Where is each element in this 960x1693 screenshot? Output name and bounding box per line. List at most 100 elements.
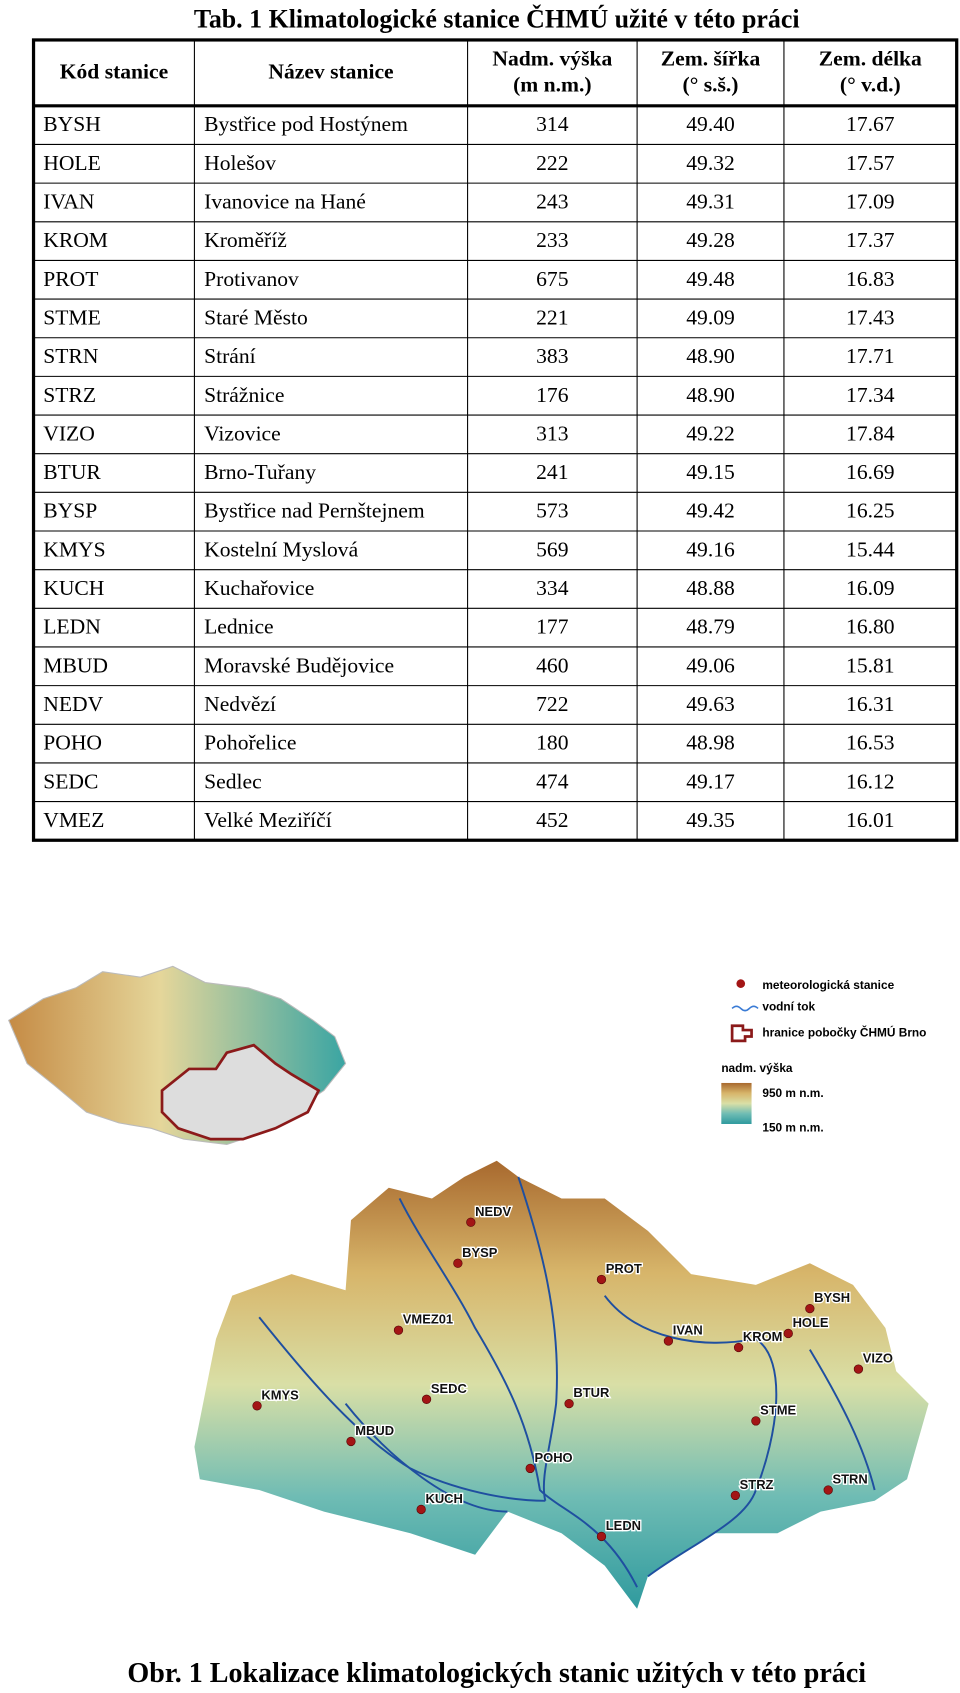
header-cell: Zem. délka (819, 46, 922, 70)
station-dot (466, 1217, 476, 1227)
table-cell: 314 (536, 112, 569, 136)
header-cell: Zem. šířka (661, 46, 761, 70)
station-dot (525, 1463, 535, 1474)
table-cell: 49.15 (686, 460, 735, 484)
table-cell: Vizovice (204, 421, 281, 445)
table-cell: 49.17 (686, 769, 735, 793)
table-cell: 49.09 (686, 305, 735, 329)
station-dot (346, 1436, 356, 1447)
table-cell: 48.88 (686, 576, 735, 600)
table-cell: KMYS (43, 537, 105, 561)
table-cell: 243 (536, 189, 568, 213)
table-cell: 177 (536, 615, 569, 639)
table-cell: 49.28 (686, 228, 735, 252)
brno-region-overview (160, 1043, 321, 1141)
table-cell: Moravské Budějovice (204, 653, 394, 677)
table-cell: Strání (204, 344, 256, 368)
header-cell: Název stanice (268, 59, 394, 83)
station-dot (421, 1394, 432, 1404)
legend-border-icon (730, 1024, 753, 1043)
station-dot (730, 1490, 740, 1501)
table-cell: 16.09 (846, 576, 895, 600)
table-cell: 49.40 (686, 112, 735, 136)
table-cell: 15.44 (846, 537, 895, 561)
station-label: HOLE (793, 1315, 829, 1330)
table-cell: 460 (536, 653, 568, 677)
table-cell: Velké Meziříčí (204, 808, 332, 832)
table-cell: 17.37 (846, 228, 895, 252)
table-cell: 16.83 (846, 267, 895, 291)
station-label: BYSP (462, 1245, 498, 1260)
table-cell: STME (43, 305, 101, 329)
table-cell: 16.53 (846, 731, 895, 755)
table-cell: Kuchařovice (204, 576, 314, 600)
legend-label: hranice pobočky ČHMÚ Brno (762, 1024, 926, 1039)
table-cell: 17.09 (846, 189, 895, 213)
legend-gradient (721, 1082, 752, 1124)
station-label: IVAN (673, 1323, 703, 1338)
legend-label: 150 m n.m. (762, 1120, 823, 1134)
table-cell: 17.71 (846, 344, 895, 368)
table-cell: POHO (43, 731, 102, 755)
station-dot (596, 1274, 607, 1285)
station-label: KROM (743, 1329, 783, 1344)
table-cell: 17.43 (846, 305, 895, 329)
legend-label: 950 m n.m. (762, 1086, 823, 1100)
legend-label: vodní tok (762, 1000, 815, 1014)
station-label: POHO (535, 1450, 573, 1465)
table-cell: Protivanov (204, 267, 299, 291)
table-cell: 17.34 (846, 383, 895, 407)
table-cell: HOLE (43, 151, 101, 175)
table-cell: 180 (536, 731, 568, 755)
legend-label: meteorologická stanice (762, 978, 894, 992)
station-label: NEDV (475, 1204, 511, 1219)
table-cell: Brno-Tuřany (204, 460, 316, 484)
table-cell: 675 (536, 267, 568, 291)
table-cell: 383 (536, 344, 568, 368)
table-cell: 49.16 (686, 537, 735, 561)
table-cell: 221 (536, 305, 568, 329)
table-cell: 222 (536, 151, 568, 175)
table-cell: Lednice (204, 615, 273, 639)
table-border (31, 38, 959, 842)
table-cell: Sedlec (204, 769, 262, 793)
table-cell: MBUD (43, 653, 108, 677)
table-cell: 176 (536, 383, 569, 407)
table-cell: BYSP (43, 499, 97, 523)
table-cell: 16.01 (846, 808, 895, 832)
table-cell: Bystřice pod Hostýnem (204, 112, 408, 136)
station-label: MBUD (355, 1423, 394, 1438)
table-cell: 49.63 (686, 692, 735, 716)
header-cell: Kód stanice (60, 59, 169, 83)
table-cell: 49.42 (686, 499, 735, 523)
table-cell: STRZ (43, 383, 96, 407)
station-dot (453, 1258, 463, 1268)
table-cell: 569 (536, 537, 568, 561)
station-label: BTUR (573, 1385, 610, 1400)
table-cell: Ivanovice na Hané (204, 189, 366, 213)
table-cell: 474 (536, 769, 569, 793)
table-cell: 17.57 (846, 151, 895, 175)
header-cell: (° s.š.) (683, 72, 739, 96)
table-cell: 16.80 (846, 615, 895, 639)
table-cell: LEDN (43, 615, 101, 639)
station-label: STRZ (740, 1477, 774, 1492)
table-cell: Strážnice (204, 383, 284, 407)
station-dot (596, 1531, 607, 1542)
station-dot (416, 1504, 426, 1515)
table-cell: 49.06 (686, 653, 735, 677)
table-cell: Holešov (204, 151, 276, 175)
table-cell: 16.25 (846, 499, 895, 523)
map: meteorologická stanice vodní tok hranice… (8, 965, 929, 1609)
table-cell: Nedvězí (204, 692, 276, 716)
table-cell: 16.69 (846, 460, 895, 484)
table-cell: VMEZ (43, 808, 104, 832)
table-cell: 49.22 (686, 421, 735, 445)
table-title: Tab. 1 Klimatologické stanice ČHMÚ užité… (194, 5, 800, 34)
table-cell: 334 (536, 576, 569, 600)
station-label: PROT (606, 1261, 642, 1276)
station-label: VIZO (863, 1351, 893, 1366)
table-cell: 16.31 (846, 692, 895, 716)
